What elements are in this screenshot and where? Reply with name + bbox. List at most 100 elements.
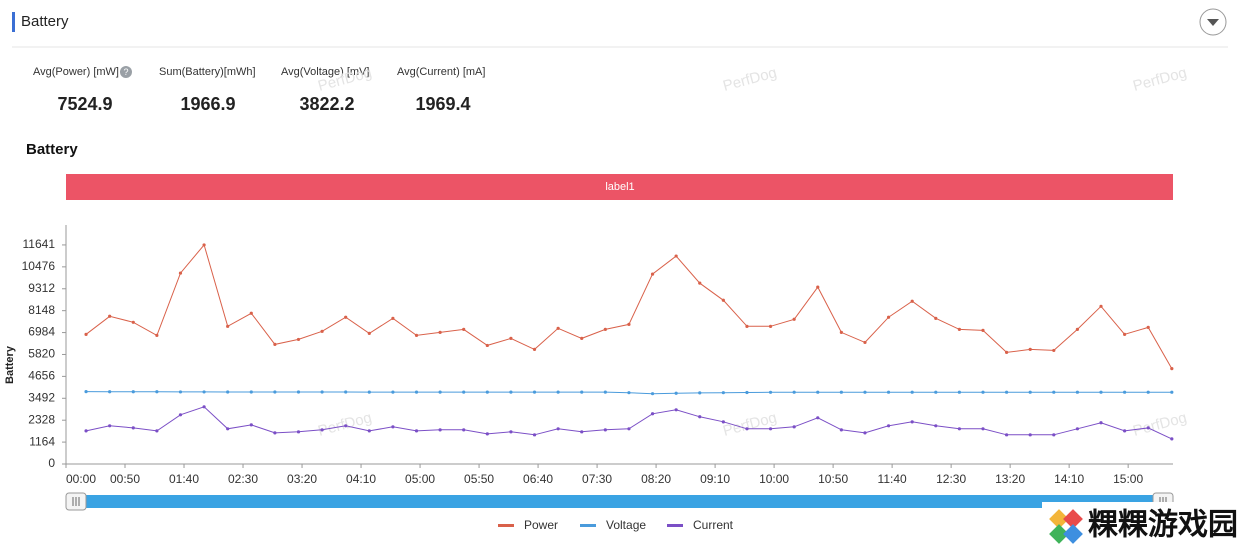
- data-point: [462, 390, 466, 394]
- data-point: [886, 315, 891, 319]
- x-tick-label: 10:50: [818, 472, 848, 486]
- data-point: [1170, 437, 1174, 441]
- data-point: [792, 317, 796, 321]
- data-point: [627, 322, 631, 326]
- help-icon-mark: ?: [123, 67, 128, 77]
- data-point: [650, 412, 655, 416]
- stats: Avg(Power) [mW] 7524.9? Sum(Battery)[mWh] 1…: [33, 66, 485, 114]
- data-point: [745, 427, 749, 431]
- chart-title: Battery: [26, 141, 78, 158]
- data-point: [1146, 390, 1150, 394]
- data-point: [556, 326, 560, 330]
- data-point: [721, 420, 725, 424]
- data-point: [934, 390, 938, 394]
- data-point: [910, 299, 914, 303]
- x-tick-label: 03:20: [287, 472, 317, 486]
- data-point: [1028, 433, 1032, 437]
- data-point: [1170, 366, 1174, 371]
- data-point: [1052, 348, 1056, 353]
- legend-swatch: [498, 524, 514, 527]
- data-point: [603, 428, 607, 432]
- data-point: [768, 390, 773, 394]
- data-point: [367, 390, 371, 394]
- data-point: [981, 427, 985, 431]
- data-point: [108, 390, 112, 394]
- data-point: [721, 391, 725, 395]
- y-tick-label: 8148: [28, 303, 55, 317]
- data-point: [792, 425, 796, 429]
- data-point: [84, 429, 88, 433]
- data-point: [580, 430, 584, 434]
- data-point: [226, 390, 230, 394]
- x-tick-label: 06:40: [523, 472, 553, 486]
- y-tick-label: 11641: [23, 237, 56, 251]
- data-point: [202, 405, 206, 409]
- data-point: [320, 329, 324, 333]
- data-point: [580, 390, 584, 394]
- stat-label: Avg(Voltage) [mV]: [281, 66, 369, 78]
- data-point: [84, 332, 88, 336]
- data-point: [745, 390, 749, 395]
- legend-label: Voltage: [606, 518, 646, 532]
- data-point: [249, 423, 253, 427]
- data-point: [391, 425, 395, 429]
- data-point: [1170, 390, 1174, 394]
- data-point: [344, 390, 348, 394]
- data-point: [580, 336, 584, 340]
- y-tick-label: 6984: [28, 325, 55, 339]
- panel-title: Battery: [21, 13, 69, 30]
- data-point: [698, 391, 702, 395]
- collapse-button[interactable]: [1199, 8, 1227, 36]
- x-tick-label: 14:10: [1054, 472, 1084, 486]
- data-point: [627, 391, 631, 395]
- data-point: [1028, 347, 1032, 351]
- x-tick-label: 00:00: [66, 472, 96, 486]
- data-point: [320, 390, 324, 394]
- data-point: [934, 316, 938, 320]
- watermark: PerfDog: [721, 409, 779, 440]
- data-point: [532, 390, 537, 394]
- data-point: [414, 429, 419, 433]
- data-point: [344, 315, 348, 319]
- data-point: [249, 311, 253, 315]
- data-point: [296, 390, 301, 394]
- data-point: [1052, 433, 1056, 437]
- data-point: [485, 432, 489, 436]
- data-point: [957, 390, 961, 394]
- data-point: [1004, 433, 1009, 437]
- data-point: [296, 337, 301, 342]
- y-tick-label: 5820: [28, 347, 55, 361]
- help-icon: [119, 66, 132, 78]
- data-point: [556, 427, 560, 431]
- x-tick-label: 12:30: [936, 472, 966, 486]
- data-point: [863, 390, 867, 394]
- data-point: [910, 390, 914, 394]
- data-point: [1004, 390, 1009, 394]
- data-point: [957, 327, 961, 331]
- data-point: [698, 415, 702, 419]
- data-point: [509, 336, 513, 340]
- collapse-arrow[interactable]: [1207, 19, 1219, 26]
- data-point: [155, 390, 159, 394]
- band-label: label1: [605, 181, 634, 193]
- data-point: [1123, 429, 1127, 433]
- data-point: [1004, 350, 1009, 355]
- legend-label: Power: [524, 518, 558, 532]
- logo-icon: [1049, 509, 1083, 544]
- series-line: [85, 243, 1173, 369]
- data-point: [344, 424, 348, 428]
- data-point: [462, 327, 466, 331]
- y-axis-title: Battery: [4, 345, 16, 384]
- data-point: [886, 390, 891, 394]
- data-point: [674, 254, 678, 258]
- y-tick-label: 0: [48, 456, 55, 470]
- data-point: [296, 430, 301, 434]
- series-line: [85, 406, 1173, 440]
- data-point: [462, 428, 466, 432]
- data-point: [202, 390, 206, 394]
- data-point: [981, 390, 985, 394]
- legend-swatch: [667, 524, 683, 527]
- zoom-slider[interactable]: [66, 495, 1173, 508]
- data-point: [131, 426, 135, 430]
